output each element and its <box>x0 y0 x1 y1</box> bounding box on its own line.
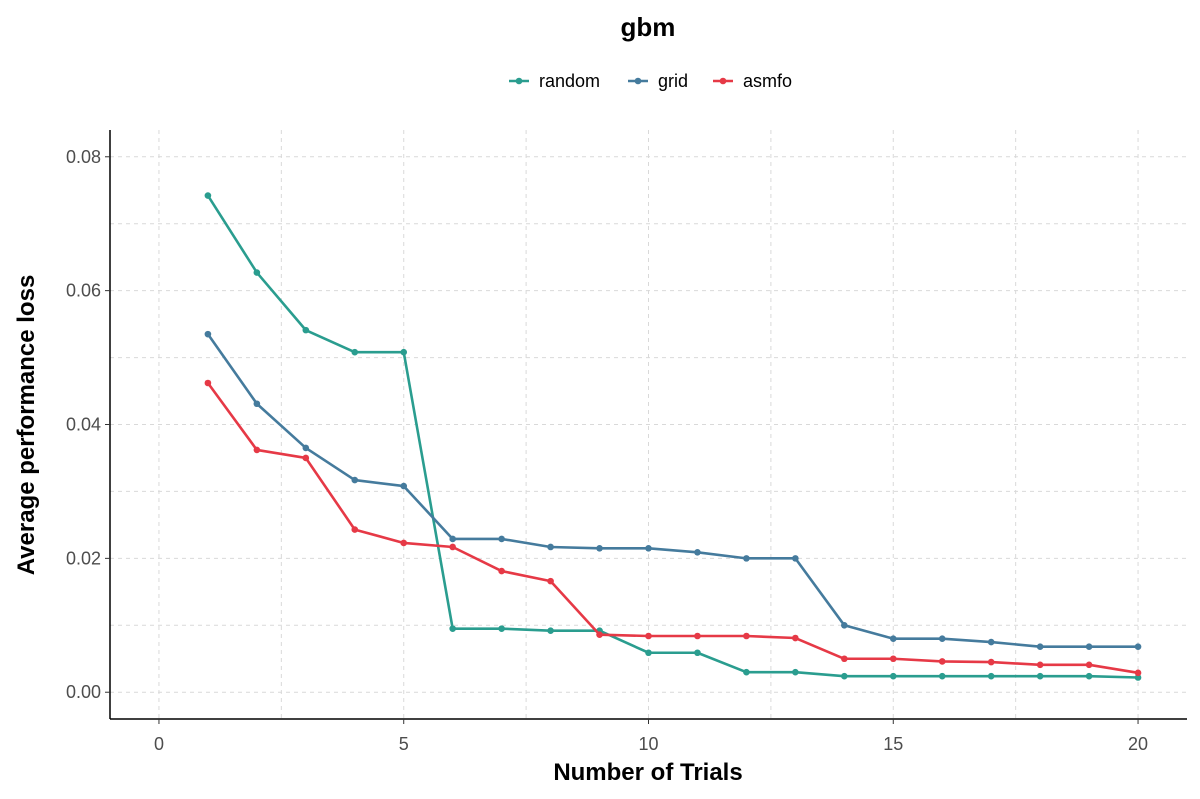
series-asmfo <box>204 379 1142 677</box>
data-point-random <box>253 269 261 276</box>
data-point-random <box>938 672 946 680</box>
data-point-grid <box>645 545 652 552</box>
data-point-grid <box>547 543 554 551</box>
x-tick-label: 10 <box>638 734 658 754</box>
legend: random grid asmfo <box>509 71 792 91</box>
data-point-random <box>841 672 848 680</box>
x-tick-label: 5 <box>399 734 409 754</box>
data-point-grid <box>1036 643 1044 651</box>
ticks: 0.00 0.02 0.04 0.06 0.08 0 5 10 15 20 <box>66 147 1148 754</box>
series <box>204 192 1142 681</box>
data-point-grid <box>204 330 212 338</box>
data-point-random <box>987 672 995 680</box>
data-point-grid <box>351 476 359 484</box>
data-point-grid <box>302 444 310 452</box>
legend-label: asmfo <box>743 71 792 91</box>
data-point-random <box>204 192 212 199</box>
legend-item-grid: grid <box>628 71 688 91</box>
data-point-grid <box>596 545 603 552</box>
x-tick-label: 15 <box>883 734 903 754</box>
legend-key-point <box>719 77 727 85</box>
y-axis-title: Average performance loss <box>13 275 40 576</box>
data-point-asmfo <box>987 658 995 666</box>
data-point-asmfo <box>253 446 261 454</box>
legend-label: random <box>539 71 600 91</box>
series-grid <box>204 330 1142 651</box>
data-point-random <box>694 649 701 657</box>
y-tick-label: 0.08 <box>66 147 101 167</box>
data-point-grid <box>987 638 995 646</box>
data-point-random <box>645 649 652 657</box>
legend-key-point <box>634 77 642 85</box>
data-point-random <box>498 625 505 632</box>
gridlines <box>110 130 1187 719</box>
data-point-asmfo <box>1036 661 1044 669</box>
chart-title: gbm <box>621 12 676 42</box>
legend-key-point <box>515 77 523 85</box>
data-point-grid <box>449 535 456 543</box>
data-point-asmfo <box>204 379 212 387</box>
y-tick-label: 0.00 <box>66 682 101 702</box>
data-point-grid <box>400 482 408 490</box>
data-point-asmfo <box>1085 661 1093 669</box>
data-point-asmfo <box>351 526 359 533</box>
data-point-asmfo <box>302 454 310 462</box>
data-point-random <box>792 668 799 676</box>
data-point-asmfo <box>498 567 505 575</box>
data-point-grid <box>743 555 750 562</box>
data-point-asmfo <box>792 634 799 642</box>
data-point-random <box>1036 672 1044 680</box>
legend-item-random: random <box>509 71 600 91</box>
data-point-random <box>743 668 750 676</box>
data-point-grid <box>498 535 505 543</box>
data-point-grid <box>938 635 946 642</box>
data-point-asmfo <box>889 655 897 663</box>
data-point-grid <box>792 555 799 562</box>
series-line-random <box>206 194 1139 679</box>
data-point-grid <box>841 621 848 629</box>
data-point-grid <box>253 400 261 408</box>
data-point-random <box>547 627 554 634</box>
data-point-random <box>1134 674 1142 681</box>
y-tick-label: 0.04 <box>66 415 101 435</box>
data-point-asmfo <box>596 631 603 638</box>
y-tick-label: 0.02 <box>66 548 101 568</box>
x-tick-label: 20 <box>1128 734 1148 754</box>
data-point-random <box>889 672 897 680</box>
data-point-asmfo <box>645 632 652 640</box>
data-point-random <box>302 326 310 334</box>
data-point-asmfo <box>547 577 554 585</box>
data-point-grid <box>889 635 897 642</box>
data-point-asmfo <box>938 658 946 665</box>
data-point-asmfo <box>841 655 848 663</box>
series-line-asmfo <box>206 382 1139 675</box>
data-point-random <box>351 348 359 356</box>
data-point-asmfo <box>449 543 456 551</box>
legend-label: grid <box>658 71 688 91</box>
data-point-asmfo <box>743 632 750 640</box>
data-point-grid <box>1134 643 1142 651</box>
y-tick-label: 0.06 <box>66 281 101 301</box>
legend-item-asmfo: asmfo <box>713 71 792 91</box>
series-random <box>204 192 1142 681</box>
series-line-grid <box>206 333 1139 649</box>
data-point-asmfo <box>400 539 408 547</box>
data-point-random <box>1085 672 1093 680</box>
x-axis-title: Number of Trials <box>553 759 742 786</box>
data-point-random <box>400 348 408 356</box>
data-point-asmfo <box>694 632 701 640</box>
data-point-random <box>449 625 456 632</box>
data-point-grid <box>694 549 701 556</box>
data-point-grid <box>1085 643 1093 651</box>
data-point-asmfo <box>1134 669 1142 677</box>
x-tick-label: 0 <box>154 734 164 754</box>
